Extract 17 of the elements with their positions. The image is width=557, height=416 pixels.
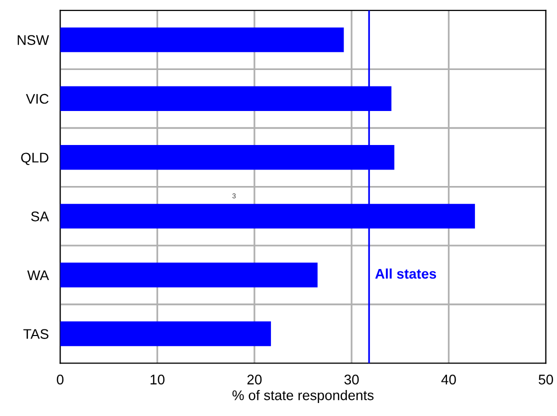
- y-tick-label: SA: [31, 212, 50, 222]
- x-tick-label: 0: [56, 374, 64, 384]
- y-tick-label: NSW: [18, 35, 49, 45]
- ref-line-label: All states: [375, 268, 436, 279]
- y-tick-label: TAS: [23, 329, 48, 339]
- x-tick-label: 30: [344, 374, 359, 384]
- y-tick-label: VIC: [26, 94, 49, 104]
- x-tick-label: 20: [247, 374, 262, 384]
- x-axis-title: % of state respondents: [232, 390, 374, 403]
- x-tick-label: 50: [538, 374, 554, 384]
- bar: [60, 262, 318, 288]
- bar: [60, 27, 344, 52]
- y-tick-label: WA: [27, 270, 50, 280]
- x-tick-label: 10: [150, 374, 164, 384]
- x-tick-label: 40: [441, 374, 456, 384]
- y-tick-label: QLD: [21, 152, 48, 166]
- bar: [60, 321, 271, 346]
